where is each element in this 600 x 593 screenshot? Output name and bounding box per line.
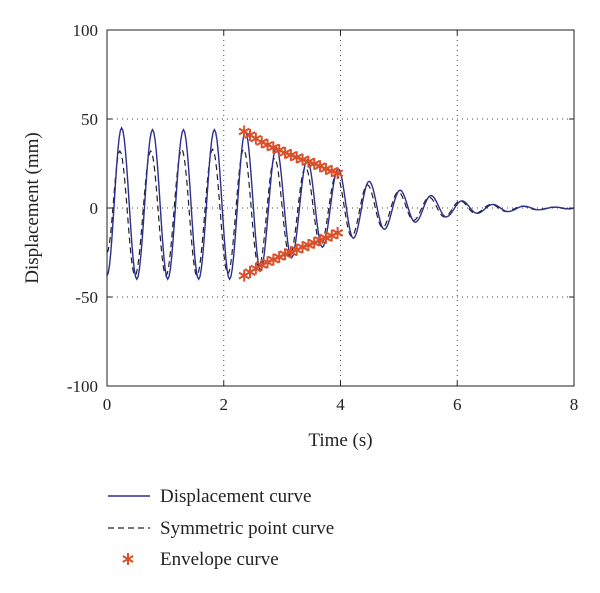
x-axis-title: Time (s) (308, 430, 372, 451)
series-line-displacement (106, 126, 575, 281)
y-tick-label-0: 100 (73, 21, 99, 40)
envelope-point-lower-13 (314, 234, 326, 247)
legend-swatch-envelope (122, 553, 134, 565)
y-tick-label-4: -100 (67, 377, 98, 396)
envelope-point-lower-7 (279, 248, 291, 261)
tick-labels: 0 2 4 6 8 100 50 0 -50 -100 (67, 21, 578, 414)
x-tick-label-2: 4 (336, 395, 345, 414)
legend-label-envelope: Envelope curve (160, 549, 279, 570)
envelope-point-upper-7 (279, 146, 291, 159)
x-tick-label-3: 6 (453, 395, 462, 414)
legend-label-symmetric: Symmetric point curve (160, 518, 334, 539)
legend-label-displacement: Displacement curve (160, 486, 311, 507)
envelope-point-lower-10 (296, 241, 309, 254)
envelope-point-lower-16 (331, 226, 344, 239)
envelope-point-upper-10 (296, 153, 309, 166)
y-tick-label-2: 0 (90, 199, 99, 218)
x-tick-label-0: 0 (103, 395, 112, 414)
y-axis-title: Displacement (mm) (22, 132, 43, 283)
legend: Displacement curve Symmetric point curve… (108, 486, 334, 570)
x-tick-label-1: 2 (220, 395, 229, 414)
y-tick-label-1: 50 (81, 110, 98, 129)
envelope-point-upper-14 (320, 162, 332, 175)
series-line-symmetric (106, 148, 575, 277)
series-layer (106, 125, 575, 282)
envelope-point-upper-11 (302, 155, 315, 168)
y-tick-label-3: -50 (75, 288, 98, 307)
legend-envelope-asterisk (122, 553, 134, 565)
envelope-point-upper-16 (331, 167, 344, 180)
x-tick-label-4: 8 (570, 395, 579, 414)
grid-lines (107, 30, 574, 386)
